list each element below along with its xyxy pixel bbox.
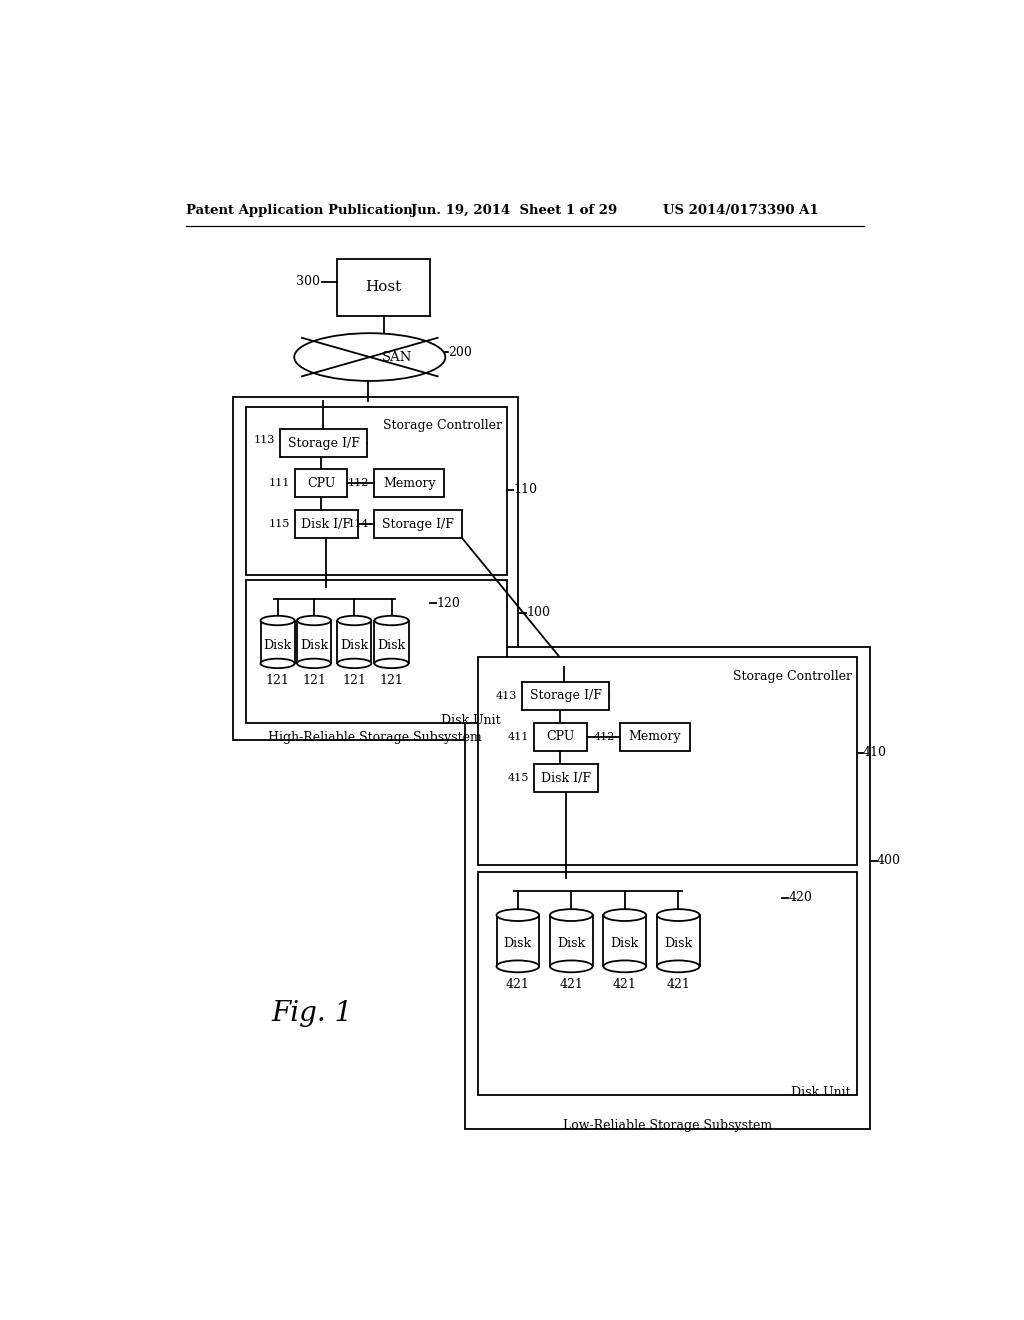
Text: 413: 413 xyxy=(496,690,517,701)
Ellipse shape xyxy=(375,615,409,626)
Ellipse shape xyxy=(603,961,646,973)
Text: 421: 421 xyxy=(612,978,637,991)
Text: Storage Controller: Storage Controller xyxy=(383,420,503,433)
Text: 400: 400 xyxy=(877,854,901,867)
Bar xyxy=(295,511,358,539)
Text: Disk: Disk xyxy=(378,639,406,652)
Text: SAN: SAN xyxy=(382,351,412,363)
Ellipse shape xyxy=(260,659,295,668)
Text: 410: 410 xyxy=(862,746,887,759)
Text: Disk: Disk xyxy=(504,937,531,950)
Ellipse shape xyxy=(497,961,540,973)
Ellipse shape xyxy=(260,615,295,626)
Text: Low-Reliable Storage Subsystem: Low-Reliable Storage Subsystem xyxy=(563,1119,772,1133)
Text: 121: 121 xyxy=(265,675,290,686)
Bar xyxy=(535,764,598,792)
Text: 100: 100 xyxy=(526,606,550,619)
Ellipse shape xyxy=(375,659,409,668)
Bar xyxy=(497,915,540,966)
Text: Storage I/F: Storage I/F xyxy=(529,689,601,702)
Text: Disk: Disk xyxy=(557,937,586,950)
Bar xyxy=(337,620,372,664)
Ellipse shape xyxy=(550,909,593,921)
Ellipse shape xyxy=(497,909,540,921)
Ellipse shape xyxy=(657,909,699,921)
Text: Memory: Memory xyxy=(629,730,681,743)
Text: 421: 421 xyxy=(506,978,529,991)
Text: Storage Controller: Storage Controller xyxy=(733,669,852,682)
Bar xyxy=(375,511,462,539)
Bar xyxy=(550,915,593,966)
Text: 121: 121 xyxy=(342,675,367,686)
Text: Disk I/F: Disk I/F xyxy=(541,772,591,785)
Text: 115: 115 xyxy=(268,519,290,529)
Text: 421: 421 xyxy=(667,978,690,991)
Text: Storage I/F: Storage I/F xyxy=(382,517,455,531)
Text: 114: 114 xyxy=(348,519,369,529)
Text: CPU: CPU xyxy=(546,730,574,743)
Text: Storage I/F: Storage I/F xyxy=(288,437,359,450)
Bar xyxy=(260,620,295,664)
Text: CPU: CPU xyxy=(307,477,335,490)
Text: 110: 110 xyxy=(513,483,538,496)
Text: Disk: Disk xyxy=(340,639,369,652)
Text: US 2014/0173390 A1: US 2014/0173390 A1 xyxy=(663,205,818,218)
Ellipse shape xyxy=(297,659,331,668)
Text: Host: Host xyxy=(366,280,401,294)
Text: 412: 412 xyxy=(593,731,614,742)
Bar xyxy=(246,407,507,576)
Bar xyxy=(280,429,368,457)
Bar xyxy=(246,581,507,723)
Bar xyxy=(535,723,587,751)
Bar xyxy=(375,470,444,498)
Bar xyxy=(337,259,430,317)
Text: 111: 111 xyxy=(268,478,290,488)
Ellipse shape xyxy=(657,961,699,973)
Text: Disk: Disk xyxy=(263,639,292,652)
Ellipse shape xyxy=(337,659,372,668)
Text: 421: 421 xyxy=(559,978,584,991)
Text: Disk: Disk xyxy=(300,639,328,652)
Text: 113: 113 xyxy=(254,436,275,445)
Ellipse shape xyxy=(603,909,646,921)
Bar xyxy=(478,657,856,866)
Bar xyxy=(657,915,699,966)
Bar xyxy=(478,873,856,1096)
Text: High-Reliable Storage Subsystem: High-Reliable Storage Subsystem xyxy=(268,730,482,743)
Bar xyxy=(603,915,646,966)
Text: Fig. 1: Fig. 1 xyxy=(271,999,353,1027)
Ellipse shape xyxy=(337,615,372,626)
Bar xyxy=(521,682,609,710)
Text: 420: 420 xyxy=(788,891,812,904)
Text: 112: 112 xyxy=(348,478,369,488)
Text: 200: 200 xyxy=(449,346,472,359)
Text: Disk: Disk xyxy=(610,937,639,950)
Text: 415: 415 xyxy=(508,774,529,783)
Text: 120: 120 xyxy=(436,597,461,610)
Text: Disk I/F: Disk I/F xyxy=(301,517,351,531)
Text: Memory: Memory xyxy=(383,477,435,490)
Bar xyxy=(375,620,409,664)
Text: 121: 121 xyxy=(302,675,326,686)
Text: 411: 411 xyxy=(508,731,529,742)
Text: 300: 300 xyxy=(296,275,321,288)
Ellipse shape xyxy=(297,615,331,626)
Text: Disk Unit: Disk Unit xyxy=(791,1086,850,1100)
Bar xyxy=(297,620,331,664)
Text: Disk Unit: Disk Unit xyxy=(441,714,501,726)
Ellipse shape xyxy=(550,961,593,973)
Text: Disk: Disk xyxy=(665,937,692,950)
Text: Patent Application Publication: Patent Application Publication xyxy=(186,205,413,218)
Bar xyxy=(621,723,690,751)
Bar xyxy=(295,470,347,498)
Ellipse shape xyxy=(294,333,445,381)
Bar xyxy=(232,397,518,739)
Text: Jun. 19, 2014  Sheet 1 of 29: Jun. 19, 2014 Sheet 1 of 29 xyxy=(411,205,617,218)
Text: 121: 121 xyxy=(380,675,403,686)
Bar xyxy=(465,647,869,1129)
